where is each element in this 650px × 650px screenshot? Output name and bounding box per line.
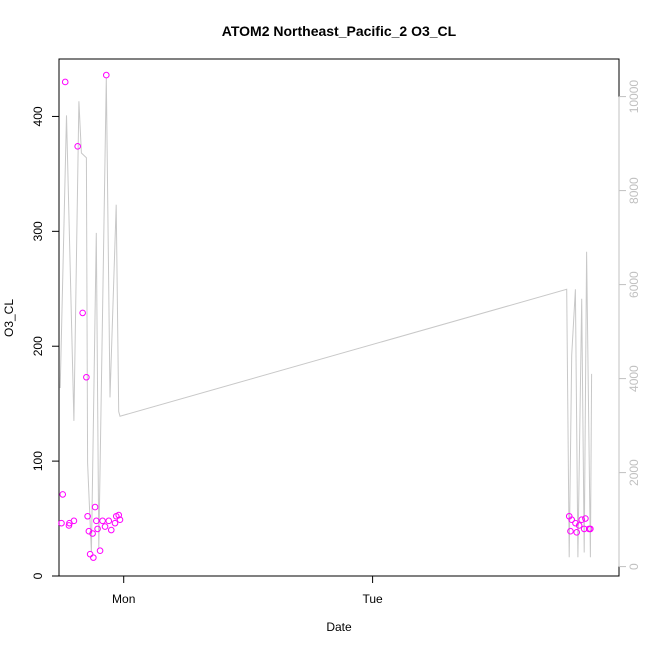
data-point	[568, 516, 576, 524]
data-point	[70, 517, 78, 525]
data-point	[58, 519, 65, 527]
y-tick-label-left: 200	[31, 336, 45, 356]
data-point	[587, 525, 594, 533]
data-point	[83, 373, 90, 381]
series-line-group	[59, 77, 593, 558]
y-tick-label-right: 2000	[627, 459, 641, 486]
data-point	[91, 503, 99, 511]
y-tick-label-right: 0	[627, 563, 641, 570]
x-axis: Mon Tue	[112, 576, 383, 606]
data-point	[86, 550, 94, 558]
y-axis-left: 0 100 200 300 400	[31, 106, 60, 579]
x-tick-label: Tue	[362, 592, 383, 606]
data-point	[582, 515, 589, 522]
data-point	[116, 516, 124, 524]
x-tick-label: Mon	[112, 592, 135, 606]
data-point	[101, 523, 109, 530]
y-tick-label-left: 100	[31, 451, 45, 471]
y-tick-label-left: 300	[31, 221, 45, 241]
data-point	[61, 78, 69, 86]
y-tick-label-right: 8000	[627, 177, 641, 204]
data-point	[99, 517, 106, 525]
data-point	[578, 516, 585, 524]
y-tick-label-right: 10000	[627, 80, 641, 114]
series-line	[59, 77, 593, 558]
data-point	[102, 71, 110, 79]
data-point	[105, 517, 113, 525]
data-point	[90, 554, 97, 561]
y-tick-label-left: 400	[31, 106, 45, 126]
data-point	[573, 529, 580, 536]
series-points-group	[58, 71, 594, 561]
data-point	[94, 525, 101, 533]
data-point	[89, 530, 96, 537]
data-point	[74, 143, 81, 150]
data-point	[84, 512, 91, 520]
data-point	[79, 309, 86, 317]
data-point	[115, 511, 123, 519]
data-point	[567, 527, 574, 535]
y-axis-label: O3_CL	[2, 299, 16, 337]
y-tick-label-right: 6000	[627, 271, 641, 298]
data-point	[59, 491, 67, 498]
data-point	[575, 522, 583, 529]
x-axis-label: Date	[326, 620, 352, 634]
chart-title: ATOM2 Northeast_Pacific_2 O3_CL	[222, 23, 457, 39]
data-point	[107, 526, 115, 534]
data-point	[93, 517, 100, 525]
data-point	[111, 519, 119, 527]
y-tick-label-right: 4000	[627, 365, 641, 392]
y-axis-right: 0 2000 4000 6000 8000 10000	[618, 80, 641, 570]
plot-frame	[58, 58, 620, 577]
y-tick-label-left: 0	[31, 572, 45, 579]
data-point	[96, 547, 104, 555]
data-point	[580, 525, 588, 533]
